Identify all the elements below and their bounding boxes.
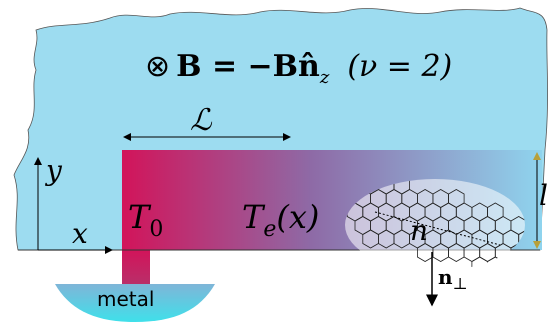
te-label: Te(x) — [242, 198, 319, 242]
te-sub: e — [263, 217, 276, 242]
contact-stem — [122, 250, 150, 286]
hexagon — [534, 257, 550, 275]
equation-main: B = −B — [176, 49, 298, 84]
normal-label: n — [410, 214, 428, 247]
equation: ⊗B = −Bn̂z (ν = 2) — [145, 49, 452, 88]
hexagon — [488, 257, 504, 275]
hexagon — [542, 271, 551, 289]
y-label: y — [44, 154, 63, 187]
normal-perp-main: n — [438, 265, 453, 289]
hexagon — [542, 217, 551, 235]
t0-sub: 0 — [149, 217, 163, 242]
subscript: z — [319, 67, 330, 88]
width-label: l — [539, 179, 548, 212]
hexagon — [503, 257, 519, 275]
hexagon — [527, 271, 543, 289]
te-arg: (x) — [276, 198, 319, 236]
filling-factor: (ν = 2) — [347, 49, 452, 84]
hexagon — [511, 271, 527, 289]
normal-perp-sub: ⊥ — [453, 274, 468, 293]
hexagon — [519, 257, 535, 275]
otimes: ⊗ — [145, 50, 170, 83]
metal-label: metal — [97, 287, 154, 311]
x-label: x — [72, 217, 88, 250]
unit-vector: n̂ — [298, 49, 320, 84]
length-label: ℒ — [190, 103, 213, 138]
hexagon — [542, 244, 551, 262]
diagram: ⊗B = −Bn̂z(ν = 2) ℒ y x T0 Te(x) l n n⊥ … — [0, 0, 551, 322]
